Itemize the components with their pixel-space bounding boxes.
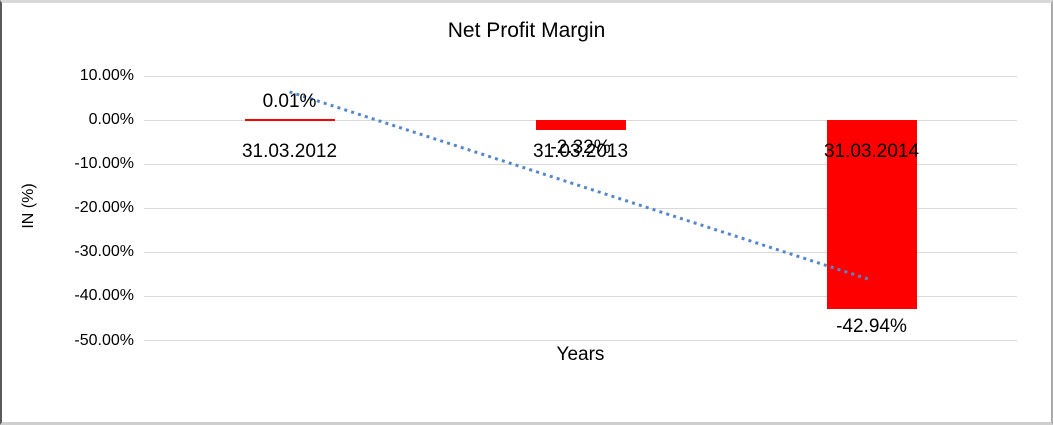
x-axis-title: Years xyxy=(556,344,605,365)
y-axis-tick-label: 0.00% xyxy=(88,111,134,129)
gridline xyxy=(144,163,1017,165)
y-axis-tick-label: -20.00% xyxy=(74,199,134,217)
chart-title: Net Profit Margin xyxy=(447,19,606,42)
category-label: 31.03.2013 xyxy=(532,141,629,163)
bar-value-label: -2.32% xyxy=(550,137,611,159)
y-axis-tick-label: -30.00% xyxy=(74,243,134,261)
y-axis-tick-label: -50.00% xyxy=(74,331,134,349)
bar-value-label: -42.94% xyxy=(836,316,907,338)
gridline xyxy=(144,207,1017,209)
gridline xyxy=(144,75,1017,77)
y-axis-tick-label: -10.00% xyxy=(74,155,134,173)
bar-value-label: 0.01% xyxy=(262,91,317,113)
trendline xyxy=(289,90,872,282)
category-label: 31.03.2012 xyxy=(241,141,338,163)
y-axis-tick-label: 10.00% xyxy=(79,67,134,84)
bar-31.03.2012 xyxy=(244,119,335,122)
gridline xyxy=(144,251,1017,253)
gridline xyxy=(144,295,1017,297)
bar-31.03.2014 xyxy=(826,120,917,310)
bar-31.03.2013 xyxy=(535,120,626,131)
y-axis-tick-label: -40.00% xyxy=(74,287,134,305)
category-label: 31.03.2014 xyxy=(823,141,920,163)
gridline xyxy=(144,340,1017,341)
